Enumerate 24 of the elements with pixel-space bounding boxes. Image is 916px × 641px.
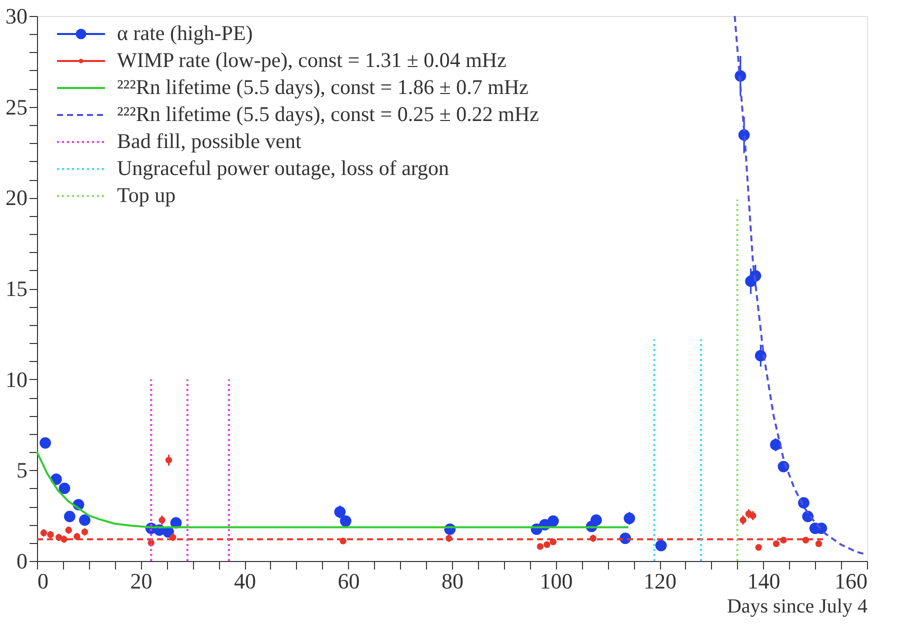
y-tick-label: 20 [6,185,28,210]
y-tick-label: 15 [6,276,28,301]
legend-label: ²²²Rn lifetime (5.5 days), const = 0.25 ± 0.22 mHz [117,102,539,126]
x-tick-label: 0 [38,568,48,594]
y-tick-label: 30 [6,4,28,28]
legend-label: Top up [117,183,176,207]
x-tick-label: 80 [442,568,464,594]
x-axis-title: Days since July 4 [726,596,868,618]
y-tick-label: 5 [16,458,28,483]
y-tick-label: 25 [6,94,28,120]
y-tick-label: 0 [16,548,28,574]
legend-label: ²²²Rn lifetime (5.5 days), const = 1.86 ± 0.7 mHz [117,75,528,99]
x-tick-label: 60 [338,568,360,594]
x-tick-label: 40 [234,568,256,594]
x-tick-label: 160 [834,568,868,594]
legend-label: Ungraceful power outage, loss of argon [117,156,450,180]
x-tick-label: 140 [747,568,780,594]
legend-label: Bad fill, possible vent [117,129,302,153]
y-tick-label: 10 [6,366,28,392]
x-tick-label: 20 [130,568,152,594]
x-tick-label: 100 [540,568,573,594]
legend-label: α rate (high-PE) [117,21,253,45]
x-tick-label: 120 [644,568,676,594]
legend-label: WIMP rate (low-pe), const = 1.31 ± 0.04 mHz [117,48,506,72]
